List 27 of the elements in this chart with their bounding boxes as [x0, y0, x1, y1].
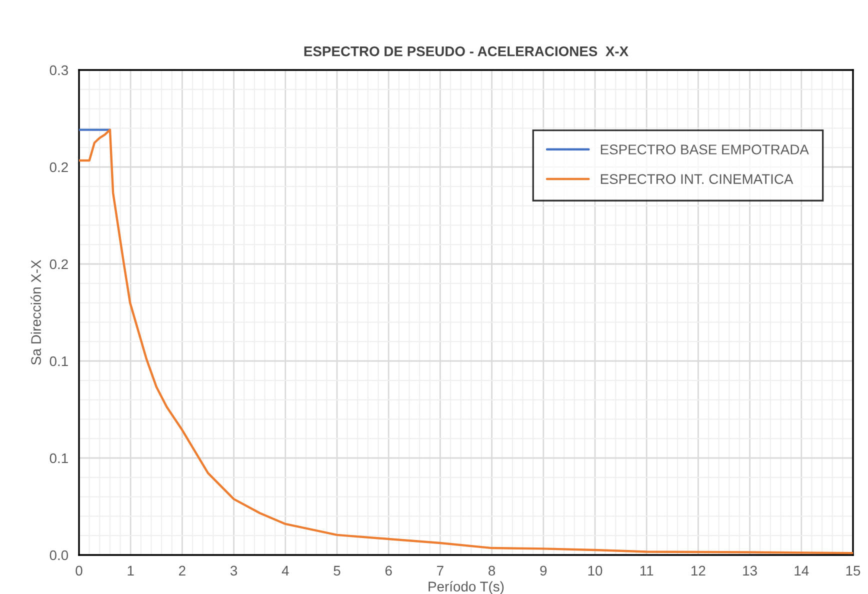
- x-tick-label: 11: [640, 566, 654, 576]
- y-tick-label: 0.2: [50, 162, 68, 172]
- y-axis-title: Sa Dirección X-X: [30, 260, 41, 365]
- x-tick-label: 8: [488, 566, 496, 576]
- x-tick-label: 12: [692, 566, 706, 576]
- y-tick-label: 0.3: [50, 65, 68, 76]
- x-tick-label: 5: [334, 566, 340, 576]
- x-tick-label: 3: [230, 566, 238, 576]
- x-tick-label: 9: [540, 566, 547, 576]
- x-tick-label: 0: [76, 566, 82, 576]
- x-tick-label: 6: [385, 566, 392, 576]
- chart-title: ESPECTRO DE PSEUDO - ACELERACIONES X-X: [304, 46, 628, 56]
- x-tick-label: 1: [128, 566, 134, 576]
- y-tick-label: 0.0: [50, 550, 68, 560]
- x-tick-label: 4: [282, 566, 289, 576]
- y-tick-label: 0.2: [50, 259, 68, 270]
- x-tick-label: 15: [846, 566, 860, 576]
- x-tick-label: 13: [743, 566, 757, 576]
- x-axis-title: Período T(s): [428, 581, 504, 594]
- x-tick-label: 2: [179, 566, 186, 576]
- y-tick-label: 0.1: [50, 356, 68, 366]
- legend-label: ESPECTRO INT. CINEMATICA: [600, 174, 794, 184]
- x-tick-label: 7: [437, 566, 444, 576]
- legend-label: ESPECTRO BASE EMPOTRADA: [600, 144, 809, 154]
- x-tick-label: 14: [794, 566, 809, 576]
- x-tick-label: 10: [588, 566, 602, 576]
- y-tick-label: 0.1: [50, 453, 68, 464]
